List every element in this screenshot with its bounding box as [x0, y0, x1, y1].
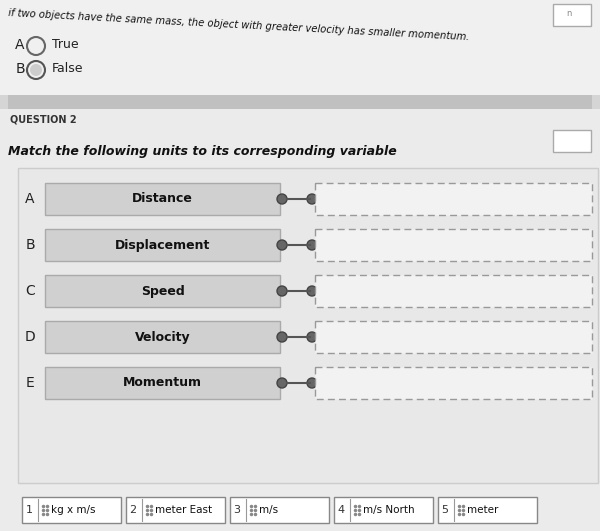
Text: Distance: Distance — [132, 193, 193, 205]
Text: meter: meter — [467, 505, 499, 515]
Text: n: n — [566, 9, 572, 18]
Text: Velocity: Velocity — [134, 330, 190, 344]
Text: kg x m/s: kg x m/s — [51, 505, 95, 515]
Text: B: B — [15, 62, 25, 76]
Circle shape — [277, 240, 287, 250]
Circle shape — [277, 286, 287, 296]
Circle shape — [277, 194, 287, 204]
Bar — [315, 367, 592, 399]
Circle shape — [307, 378, 317, 388]
Text: Speed: Speed — [140, 285, 184, 297]
Circle shape — [277, 378, 287, 388]
Bar — [22, 497, 121, 523]
Bar — [45, 367, 280, 399]
Text: A: A — [25, 192, 35, 206]
Bar — [45, 183, 280, 215]
Text: m/s North: m/s North — [363, 505, 415, 515]
Bar — [315, 183, 592, 215]
Text: 4: 4 — [337, 505, 344, 515]
Text: D: D — [25, 330, 35, 344]
Bar — [315, 321, 592, 353]
Text: meter East: meter East — [155, 505, 212, 515]
Text: Momentum: Momentum — [123, 376, 202, 390]
Bar — [315, 229, 592, 261]
Circle shape — [307, 240, 317, 250]
Bar — [126, 497, 225, 523]
Text: Displacement: Displacement — [115, 238, 210, 252]
Bar — [45, 229, 280, 261]
Circle shape — [277, 332, 287, 342]
Bar — [553, 4, 591, 26]
Bar — [0, 0, 600, 123]
Bar — [0, 109, 600, 531]
Text: if two objects have the same mass, the object with greater velocity has smaller : if two objects have the same mass, the o… — [8, 8, 470, 42]
Bar — [438, 497, 537, 523]
Bar — [592, 95, 600, 109]
Text: B: B — [25, 238, 35, 252]
Bar — [315, 275, 592, 307]
Bar — [0, 95, 8, 109]
Text: m/s: m/s — [259, 505, 278, 515]
Bar — [45, 275, 280, 307]
Bar — [230, 497, 329, 523]
Circle shape — [30, 64, 42, 76]
Circle shape — [307, 286, 317, 296]
Text: E: E — [26, 376, 34, 390]
Text: False: False — [52, 62, 83, 75]
Text: 1: 1 — [25, 505, 32, 515]
Bar — [45, 321, 280, 353]
Bar — [553, 130, 591, 152]
Bar — [334, 497, 433, 523]
Text: 2: 2 — [130, 505, 137, 515]
Circle shape — [307, 332, 317, 342]
Text: 3: 3 — [233, 505, 241, 515]
Bar — [18, 168, 598, 483]
Text: A: A — [15, 38, 25, 52]
Bar — [0, 95, 600, 109]
Text: Match the following units to its corresponding variable: Match the following units to its corresp… — [8, 145, 397, 158]
Circle shape — [307, 194, 317, 204]
Text: True: True — [52, 38, 79, 51]
Text: 5: 5 — [442, 505, 449, 515]
Text: C: C — [25, 284, 35, 298]
Text: QUESTION 2: QUESTION 2 — [10, 115, 77, 125]
